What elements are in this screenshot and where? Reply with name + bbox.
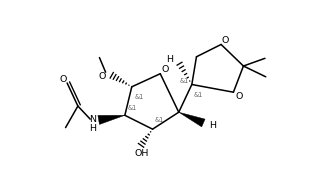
Text: O: O [60,75,67,84]
Text: &1: &1 [193,92,202,98]
Text: &1: &1 [128,105,137,111]
Text: O: O [98,72,106,80]
Text: O: O [221,36,229,45]
Text: H: H [89,124,96,133]
Text: O: O [236,92,243,101]
Text: &1: &1 [155,117,164,123]
Text: &1: &1 [179,78,189,84]
Polygon shape [98,115,125,124]
Polygon shape [179,112,205,127]
Text: &1: &1 [135,94,144,100]
Text: OH: OH [135,148,149,158]
Text: H: H [209,121,216,130]
Text: H: H [166,55,173,64]
Text: N: N [89,115,96,124]
Text: O: O [161,65,168,74]
